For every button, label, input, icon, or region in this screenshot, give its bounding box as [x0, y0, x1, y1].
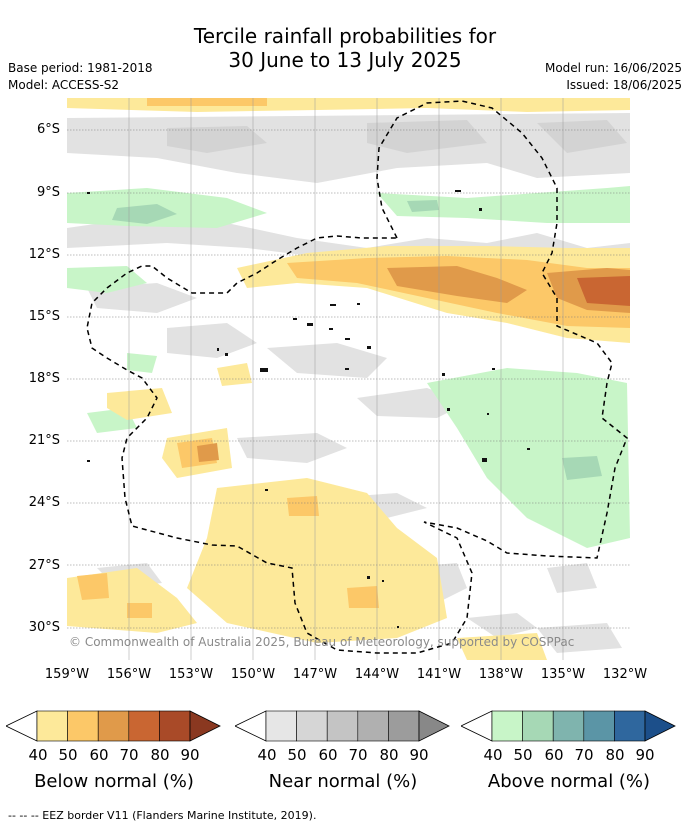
near-tick-80: 80 — [379, 746, 399, 764]
colorbar-swatch — [265, 710, 297, 742]
colorbar-swatch — [67, 710, 99, 742]
above-tick-40: 40 — [483, 746, 503, 764]
lat-label-24s: 24°S — [28, 495, 60, 510]
lat-label-9s: 9°S — [36, 185, 60, 200]
map-gridlines — [67, 129, 630, 629]
colorbar-swatch — [128, 710, 160, 742]
lon-label-132w: 132°W — [602, 667, 648, 682]
lat-label-18s: 18°S — [28, 371, 60, 386]
colorbar-swatch — [326, 710, 359, 742]
eez-border-footnote: -- -- -- EEZ border V11 (Flanders Marine… — [8, 809, 317, 822]
lat-label-15s: 15°S — [28, 309, 60, 324]
lon-label-156w: 156°W — [106, 667, 152, 682]
lat-label-21s: 21°S — [28, 433, 60, 448]
colorbar-swatch — [97, 710, 130, 742]
colorbar-near-swatches — [265, 710, 420, 742]
rainfall-probability-map: © Commonwealth of Australia 2025, Bureau… — [67, 98, 630, 660]
near-tick-50: 50 — [287, 746, 307, 764]
above-tick-50: 50 — [513, 746, 533, 764]
colorbar-below-swatches — [36, 710, 191, 742]
colorbar-swatch — [296, 710, 328, 742]
colorbar-below-arrow — [189, 710, 221, 742]
lon-label-135w: 135°W — [540, 667, 586, 682]
above-tick-70: 70 — [574, 746, 594, 764]
legend-title-near-normal: Near normal (%) — [268, 771, 418, 792]
base-period: Base period: 1981-2018 — [8, 61, 153, 75]
lon-label-144w: 144°W — [354, 667, 400, 682]
model-name: Model: ACCESS-S2 — [8, 78, 120, 92]
chart-title-line1: Tercile rainfall probabilities for — [193, 24, 497, 48]
near-normal-50-regions — [167, 120, 627, 153]
legend-title-above-normal: Above normal (%) — [487, 771, 651, 792]
colorbar-above-arrow — [644, 710, 676, 742]
near-tick-90: 90 — [409, 746, 429, 764]
lat-label-12s: 12°S — [28, 247, 60, 262]
below-normal-70-regions — [577, 276, 630, 306]
near-tick-70: 70 — [348, 746, 368, 764]
islands — [87, 190, 530, 628]
colorbar-near-normal — [235, 710, 450, 742]
near-tick-40: 40 — [257, 746, 277, 764]
colorbar-swatch — [388, 710, 420, 742]
colorbar-swatch — [583, 710, 615, 742]
lon-label-138w: 138°W — [478, 667, 524, 682]
below-tick-80: 80 — [150, 746, 170, 764]
copyright-notice: © Commonwealth of Australia 2025, Bureau… — [69, 635, 574, 649]
lat-label-27s: 27°S — [28, 558, 60, 573]
lat-label-30s: 30°S — [28, 620, 60, 635]
below-tick-70: 70 — [119, 746, 139, 764]
chart-title-line2: 30 June to 13 July 2025 — [228, 48, 462, 72]
below-tick-50: 50 — [58, 746, 78, 764]
lon-label-153w: 153°W — [168, 667, 214, 682]
below-tick-40: 40 — [28, 746, 48, 764]
lon-label-147w: 147°W — [292, 667, 338, 682]
above-tick-60: 60 — [544, 746, 564, 764]
eez-borders — [86, 100, 628, 654]
above-tick-90: 90 — [635, 746, 655, 764]
colorbar-below-normal — [6, 710, 221, 742]
legend-title-below-normal: Below normal (%) — [34, 771, 194, 792]
colorbar-swatch — [522, 710, 554, 742]
lon-label-159w: 159°W — [44, 667, 90, 682]
map-meridians — [128, 98, 564, 660]
colorbar-near-arrow — [418, 710, 450, 742]
below-tick-60: 60 — [89, 746, 109, 764]
above-tick-80: 80 — [605, 746, 625, 764]
colorbar-swatch — [36, 710, 68, 742]
colorbar-swatch — [614, 710, 646, 742]
below-tick-90: 90 — [180, 746, 200, 764]
issued-date: Issued: 18/06/2025 — [566, 78, 682, 92]
colorbar-above-swatches — [491, 710, 646, 742]
lat-label-6s: 6°S — [36, 122, 60, 137]
lon-label-141w: 141°W — [416, 667, 462, 682]
colorbar-swatch — [357, 710, 389, 742]
above-normal-50-regions — [112, 200, 602, 480]
model-run-date: Model run: 16/06/2025 — [544, 61, 682, 75]
lon-label-150w: 150°W — [230, 667, 276, 682]
colorbar-swatch — [552, 710, 585, 742]
near-tick-60: 60 — [318, 746, 338, 764]
colorbar-above-normal — [461, 710, 676, 742]
colorbar-swatch — [159, 710, 191, 742]
colorbar-swatch — [491, 710, 523, 742]
